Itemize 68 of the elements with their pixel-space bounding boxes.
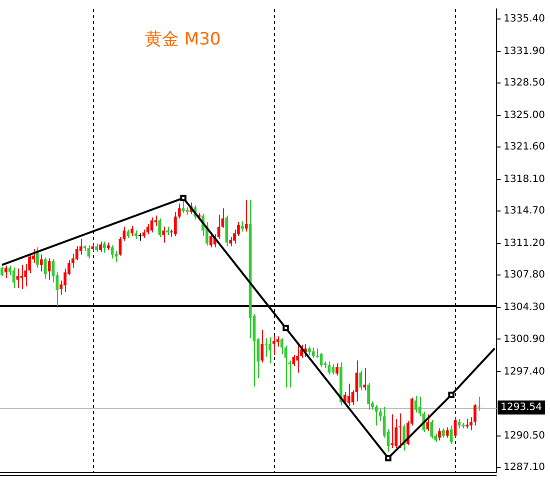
candlestick [363, 367, 366, 391]
candlestick [260, 329, 264, 363]
candlestick [312, 347, 315, 358]
candlestick [209, 232, 212, 248]
y-tick-label: 1307.80 [504, 270, 546, 281]
candlestick [40, 254, 43, 272]
candlestick [394, 418, 398, 448]
candlestick [292, 354, 296, 367]
y-tick-label: 1311.20 [504, 238, 546, 250]
candlestick [158, 218, 162, 238]
candlestick [130, 225, 134, 237]
candlestick [336, 362, 338, 376]
ref-line-label: 1293.54 [500, 402, 542, 414]
candlestick [438, 428, 441, 441]
candlestick [442, 428, 445, 438]
candlestick [264, 338, 268, 358]
candlestick [229, 236, 232, 247]
point [385, 454, 392, 462]
y-tick-label: 1287.10 [504, 462, 546, 473]
y-tick-label: 1321.60 [504, 142, 546, 153]
candlestick [178, 203, 181, 219]
candlestick [414, 395, 418, 414]
point [282, 324, 289, 332]
point [448, 392, 454, 398]
y-tick-label: 1331.90 [504, 46, 546, 57]
y-tick-label: 1290.50 [504, 430, 546, 442]
candlestick [426, 414, 430, 432]
candlestick [233, 229, 236, 244]
candlestick [103, 241, 106, 254]
candlestick [240, 220, 244, 232]
candlestick [367, 382, 370, 410]
candlestick [296, 345, 300, 374]
candlestick [110, 244, 114, 259]
candlestick [378, 408, 382, 422]
candlestick [268, 336, 272, 364]
candlestick [446, 426, 449, 438]
candlestick [4, 265, 8, 278]
candlestick [174, 211, 177, 237]
candlestick [36, 246, 39, 268]
candlestick [375, 404, 378, 426]
candlestick [398, 412, 402, 448]
candlestick [332, 364, 334, 375]
y-tick-label: 1297.40 [504, 366, 546, 378]
y-tick-label: 1300.90 [504, 334, 546, 345]
candlestick [99, 241, 102, 252]
candlestick [244, 199, 248, 232]
candlestick [347, 383, 350, 407]
candlestick [0, 266, 4, 277]
candlestick [272, 334, 276, 356]
candlestick [466, 418, 469, 429]
candlestick [162, 226, 165, 244]
y-tick-label: 1318.10 [504, 174, 546, 186]
y-tick-label: 1314.70 [504, 206, 546, 217]
candlestick [477, 396, 480, 412]
candlestick [390, 414, 394, 448]
point [180, 194, 186, 202]
candlestick [474, 404, 476, 426]
candlestick [430, 419, 434, 440]
text: 黄金 M30 [145, 29, 221, 50]
candlestick [359, 370, 362, 391]
y-tick-label: 1304.30 [504, 302, 546, 314]
candlestick [48, 258, 51, 280]
y-tick-label: 1328.50 [504, 77, 546, 88]
y-tick-label: 1325.00 [504, 110, 546, 121]
candlestick [20, 264, 24, 290]
y-tick-label: 1335.40 [504, 13, 546, 24]
candlestick [114, 250, 118, 263]
candlestick [328, 360, 331, 375]
